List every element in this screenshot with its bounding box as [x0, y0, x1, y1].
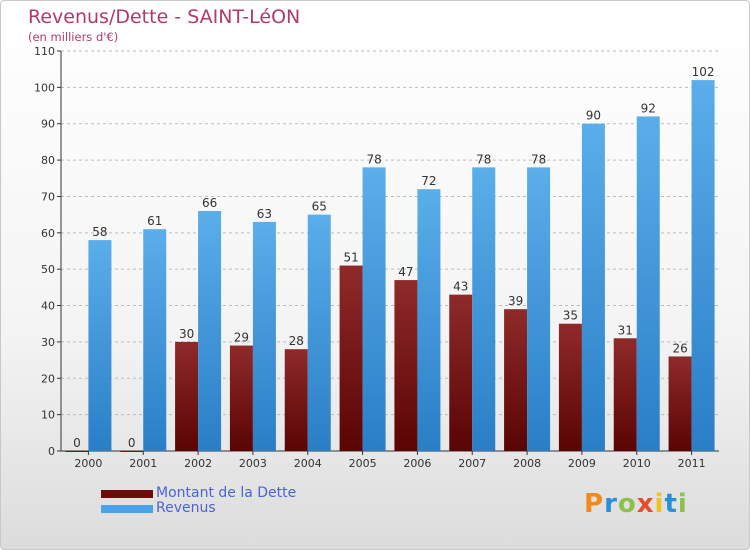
y-tick-label: 60: [41, 227, 55, 240]
y-tick-label: 0: [48, 445, 55, 458]
bar-revenus: [362, 167, 386, 451]
data-label-debt: 35: [563, 309, 578, 323]
data-label-revenus: 63: [257, 207, 272, 221]
bar-debt: [558, 323, 582, 451]
data-label-revenus: 78: [366, 152, 381, 166]
bar-revenus: [472, 167, 496, 451]
proxiti-logo: Proxiti: [584, 489, 688, 519]
x-tick-label: 2009: [568, 457, 596, 470]
bar-revenus: [417, 189, 441, 451]
y-tick-label: 70: [41, 190, 55, 203]
data-label-revenus: 72: [421, 174, 436, 188]
bar-revenus: [143, 229, 167, 451]
data-label-revenus: 102: [692, 65, 715, 79]
bar-revenus: [198, 211, 222, 451]
data-label-debt: 0: [73, 436, 81, 450]
y-tick-label: 10: [41, 409, 55, 422]
legend-label-revenus: Revenus: [156, 500, 216, 516]
data-label-revenus: 65: [312, 200, 327, 214]
data-label-debt: 51: [343, 251, 358, 265]
x-tick-label: 2008: [513, 457, 541, 470]
x-tick-label: 2004: [294, 457, 322, 470]
bar-debt: [65, 451, 89, 452]
data-label-revenus: 78: [476, 152, 491, 166]
bar-debt: [229, 345, 253, 451]
bar-debt: [449, 294, 473, 451]
label-layer: 0 58 0 61 30 66 29 63 28 65 51 78 47 72 43 78 39 78 35 90 31…: [73, 65, 714, 450]
bar-revenus: [527, 167, 551, 451]
bar-debt: [613, 338, 637, 451]
data-label-revenus: 61: [147, 214, 162, 228]
x-tick-label: 2010: [623, 457, 651, 470]
x-tick-label: 2001: [129, 457, 157, 470]
x-tick-label: 2011: [678, 457, 706, 470]
bar-debt: [284, 349, 308, 451]
bar-debt: [175, 341, 199, 451]
bar-revenus: [581, 123, 605, 452]
y-tick-label: 40: [41, 300, 55, 313]
data-label-debt: 30: [179, 327, 194, 341]
x-tick-label: 2006: [403, 457, 431, 470]
y-tick-label: 90: [41, 118, 55, 131]
data-label-debt: 0: [128, 436, 136, 450]
bar-revenus: [88, 240, 112, 451]
logo-letter: x: [636, 489, 655, 519]
x-tick-label: 2000: [74, 457, 102, 470]
logo-letter: t: [664, 489, 678, 519]
bar-revenus: [307, 214, 331, 451]
y-tick-label: 50: [41, 263, 55, 276]
logo-letter: i: [677, 489, 688, 519]
data-label-debt: 26: [672, 341, 687, 355]
y-tick-label: 100: [34, 81, 55, 94]
chart-title: Revenus/Dette - SAINT-LéON: [28, 6, 301, 28]
data-label-debt: 28: [289, 334, 304, 348]
data-label-debt: 31: [618, 323, 633, 337]
data-label-debt: 39: [508, 294, 523, 308]
bar-debt: [339, 265, 363, 451]
x-tick-label: 2005: [349, 457, 377, 470]
bar-revenus: [636, 116, 660, 452]
logo-letter: P: [584, 489, 605, 519]
x-tick-label: 2007: [458, 457, 486, 470]
data-label-revenus: 92: [641, 101, 656, 115]
legend-swatch-debt: [101, 490, 153, 498]
y-tick-label: 30: [41, 336, 55, 349]
y-tick-label: 20: [41, 372, 55, 385]
data-label-debt: 47: [398, 265, 413, 279]
y-tick-label: 110: [34, 45, 55, 58]
legend-label-debt: Montant de la Dette: [156, 485, 297, 501]
data-label-revenus: 90: [586, 109, 601, 123]
grid-layer: [61, 50, 719, 416]
chart-subtitle: (en milliers d'€): [28, 30, 119, 44]
bar-debt: [394, 280, 418, 451]
bar-revenus: [252, 221, 276, 451]
data-label-debt: 29: [234, 331, 249, 345]
legend-swatch-revenus: [101, 505, 153, 513]
logo-letter: i: [654, 489, 665, 519]
bar-debt: [668, 356, 692, 451]
x-tick-label: 2002: [184, 457, 212, 470]
logo-letter: o: [617, 489, 637, 519]
bar-debt: [504, 309, 528, 451]
data-label-revenus: 58: [92, 225, 107, 239]
data-label-revenus: 66: [202, 196, 217, 210]
data-label-debt: 43: [453, 280, 468, 294]
bar-layer: [65, 80, 715, 452]
x-tick-label: 2003: [239, 457, 267, 470]
bar-revenus: [691, 80, 715, 451]
data-label-revenus: 78: [531, 152, 546, 166]
bar-debt: [120, 451, 144, 452]
logo-letter: r: [604, 489, 618, 519]
y-tick-label: 80: [41, 154, 55, 167]
